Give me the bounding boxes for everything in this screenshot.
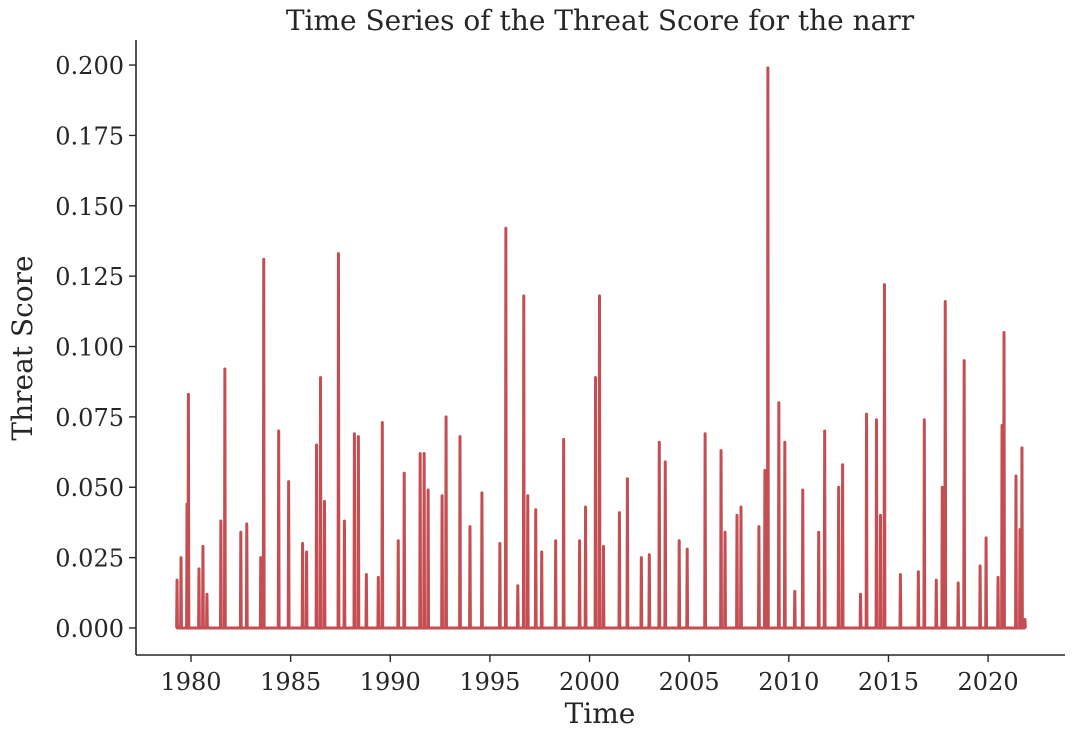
x-tick-label: 1995 <box>459 668 520 696</box>
x-tick-label: 1985 <box>260 668 321 696</box>
y-tick-label: 0.025 <box>55 545 124 573</box>
x-tick-label: 1980 <box>160 668 221 696</box>
y-tick-label: 0.050 <box>55 474 124 502</box>
y-tick-label: 0.125 <box>55 263 124 291</box>
x-tick-label: 1990 <box>360 668 421 696</box>
y-tick-label: 0.075 <box>55 404 124 432</box>
y-tick-label: 0.000 <box>55 615 124 643</box>
data-line <box>175 66 1027 630</box>
y-tick-label: 0.100 <box>55 334 124 362</box>
y-tick-label: 0.150 <box>55 193 124 221</box>
y-tick-label: 0.175 <box>55 122 124 150</box>
x-tick-label: 2010 <box>758 668 819 696</box>
chart-title: Time Series of the Threat Score for the … <box>286 4 915 37</box>
x-tick-label: 2020 <box>958 668 1019 696</box>
x-tick-label: 2005 <box>659 668 720 696</box>
y-axis-label: Threat Score <box>6 255 39 440</box>
y-tick-label: 0.200 <box>55 52 124 80</box>
x-tick-label: 2015 <box>858 668 919 696</box>
x-axis-label: Time <box>565 697 636 730</box>
x-tick-label: 2000 <box>559 668 620 696</box>
